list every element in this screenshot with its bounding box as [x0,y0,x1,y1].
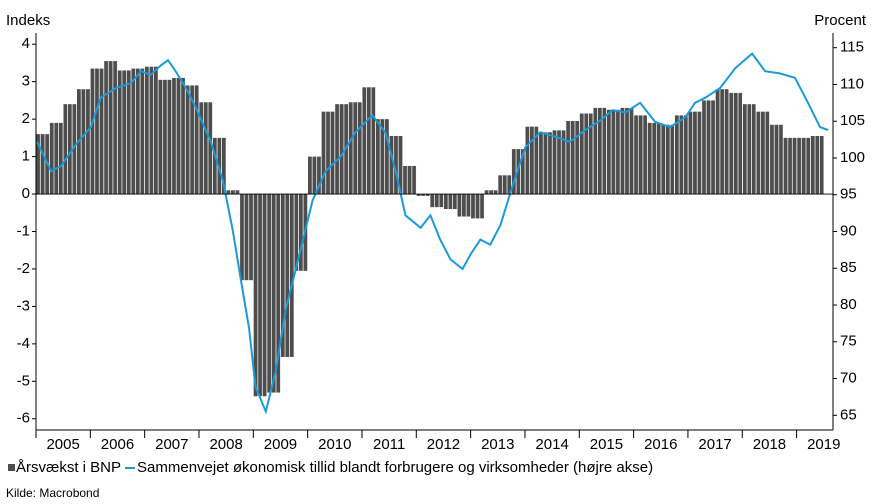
bar [620,107,634,195]
bar [90,68,104,195]
y2-tick-label: 70 [840,370,857,387]
x-tick-label: 2018 [753,436,786,453]
bar [117,70,131,195]
bar [783,137,797,195]
bar [688,111,702,195]
bar [660,124,675,195]
bar [470,194,485,219]
bar [742,104,756,195]
bar [538,132,552,195]
bar [755,111,770,195]
bar [606,109,620,195]
x-tick-label: 2011 [373,436,405,453]
bar [171,77,186,195]
bar [796,137,811,195]
legend-label: Årsvækst i BNP [16,459,121,476]
y2-tick-label: 65 [840,406,857,423]
x-tick-label: 2015 [590,436,623,453]
bar [552,130,566,195]
bar [416,194,430,196]
line [36,52,829,415]
y-tick-label: -6 [17,410,30,427]
bar [769,124,783,195]
y2-tick-label: 75 [840,333,857,350]
x-tick-label: 2009 [264,436,297,453]
bar [430,194,444,208]
y-tick-label: -3 [17,297,30,314]
y-tick-label: 3 [22,73,30,90]
bar [810,135,824,195]
bar [226,190,240,195]
bar [49,122,64,195]
bar [307,156,322,195]
bar [253,194,267,397]
x-tick-label: 2017 [698,436,731,453]
bar [144,66,159,195]
y2-tick-label: 80 [840,296,857,313]
bar [565,121,580,195]
x-tick-label: 2014 [535,436,568,453]
y-tick-label: 4 [22,35,30,52]
x-tick-label: 2016 [644,436,677,453]
y-tick-label: -1 [17,222,30,239]
bar [294,194,308,271]
bar [389,135,403,195]
bar [239,194,254,281]
bar [728,92,743,195]
y2-tick-label: 105 [840,112,865,129]
bar [701,100,715,195]
x-tick-label: 2010 [318,436,351,453]
bar [457,194,471,217]
y2-tick-label: 85 [840,259,857,276]
bar [633,115,648,195]
x-tick-label: 2007 [155,436,188,453]
bar [76,89,91,195]
bar [484,190,498,195]
x-tick-label: 2012 [427,436,460,453]
y-tick-label: -2 [17,260,30,277]
legend-label: Sammenvejet økonomisk tillid blandt forb… [137,459,653,476]
bar [185,85,199,195]
bar [443,194,457,210]
y2-axis-label: Procent [814,12,867,29]
x-tick-label: 2006 [101,436,134,453]
bar [334,104,349,195]
bar [131,68,145,195]
bar [497,175,512,195]
bar [647,122,661,195]
bar [158,79,172,195]
y-axis-label: Indeks [6,12,50,29]
bar [267,194,281,393]
y2-tick-label: 115 [840,39,864,56]
bar [199,102,213,195]
y2-tick-label: 110 [840,75,864,92]
y-tick-label: 0 [22,185,30,202]
source: Kilde: Macrobond [6,486,99,500]
y-tick-label: -4 [17,335,30,352]
bar [579,113,593,195]
bar [321,111,335,195]
x-tick-label: 2005 [46,436,79,453]
bar [593,107,607,195]
bar [36,134,50,195]
bar [375,119,389,195]
y-tick-label: 1 [22,148,30,165]
x-tick-label: 2008 [209,436,242,453]
x-tick-label: 2019 [807,436,840,453]
bar [402,165,417,195]
bar [348,102,362,195]
bar [674,115,688,195]
bar [104,61,118,195]
y2-tick-label: 95 [840,186,857,203]
bar [715,89,729,195]
y-tick-label: 2 [22,110,30,127]
legend-swatch [8,464,15,471]
y2-tick-label: 100 [840,149,865,166]
bar [362,87,376,195]
bar [63,104,77,195]
y2-tick-label: 90 [840,222,857,239]
y-tick-label: -5 [17,372,30,389]
x-tick-label: 2013 [481,436,514,453]
